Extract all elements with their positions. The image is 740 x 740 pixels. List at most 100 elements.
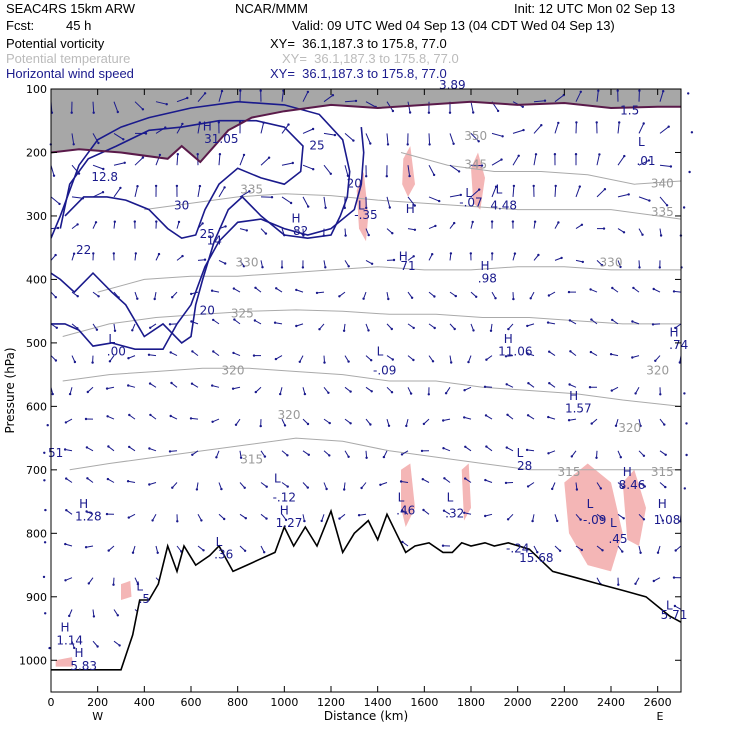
contour-annotation: 28 [517,459,532,473]
wind-arrow-head [453,221,456,225]
wind-arrow-head [496,109,500,113]
wind-arrow-head [409,392,413,395]
wind-arrow-head [275,287,278,290]
theta-contour-330 [97,266,681,293]
wind-arrow-head [284,518,288,522]
wind-arrow-head [354,99,358,103]
wind-arrow [239,154,245,166]
wind-arrow-head [289,201,293,205]
contour-annotation: 1.08 [654,513,681,527]
wind-arrow-head [239,456,243,459]
wind-arrow-head [485,445,488,448]
contour-annotation: L [136,579,143,593]
wind-arrow-head [370,390,373,393]
wind-arrow-head [108,360,112,363]
contour-annotation: -.07 [459,195,482,209]
wind-arrow [344,165,349,176]
wind-arrow-head [463,511,466,514]
wind-arrow [428,133,431,145]
wind-arrow-head [105,387,109,390]
wind-arrow-head [107,549,110,552]
wind-arrow-head [522,128,525,132]
wind-arrow-head [212,350,215,353]
wind-arrow-head [242,153,246,157]
wind-arrow-head [452,142,455,145]
wind-arrow-head [391,358,394,361]
wind-arrow-head [558,549,562,552]
wind-arrow-head [131,551,135,554]
wind-arrow-head [203,258,207,261]
wind-arrow-head [181,254,184,258]
wind-arrow-head [618,121,621,124]
wind-arrow [575,91,582,102]
wind-arrow [134,186,138,198]
wind-arrow-head [504,481,508,485]
wind-arrow-head [382,455,386,459]
contour-annotation: H [280,503,289,517]
wind-arrow-head [575,488,579,491]
wind-arrow-head [51,392,54,396]
wind-arrow-head [280,266,284,269]
x-tick-label: 400 [134,696,155,709]
theta-label: 320 [222,364,245,378]
contour-annotation: L [358,199,365,213]
wind-arrow-head [599,487,602,490]
wind-arrow [155,154,161,166]
wind-arrow-head [43,451,46,454]
wind-arrow-head [453,327,456,331]
wind-arrow [617,193,629,198]
wind-arrow-head [484,514,487,518]
wind-arrow-head [331,94,335,97]
wind-arrow-head [412,255,415,258]
wind-arrow-head [64,421,68,424]
theta-label: 325 [231,307,254,321]
wind-arrow-head [609,353,613,356]
wind-arrow-head [546,321,550,324]
wind-arrow-head [634,392,637,395]
wind-arrow [428,196,440,202]
wind-arrow-head [399,480,403,483]
wind-arrow-head [148,483,151,486]
wind-arrow-head [687,92,690,95]
wind-arrow-head [475,295,478,298]
contour-annotation: 1.28 [75,510,102,524]
contour-annotation: H [203,119,212,133]
wind-arrow-head [324,206,327,209]
wind-arrow-head [307,205,310,208]
wind-arrow-head [532,184,535,188]
wind-arrow-head [203,92,207,95]
wind-arrow-head [328,421,331,425]
fcst-value: 45 h [66,18,92,33]
contour-annotation: 30 [174,199,189,213]
wind-arrow-head [659,234,663,237]
wind-arrow-head [533,220,537,223]
wind-arrow [512,185,515,197]
wind-arrow-head [223,186,226,189]
wind-arrow [659,196,668,206]
wind-arrow-head [101,191,105,194]
wind-arrow-head [169,414,172,418]
wind-arrow-head [627,193,630,196]
wind-arrow [491,132,503,137]
wind-arrow [71,196,83,199]
wind-arrow-head [588,386,592,389]
wind-arrow-head [86,477,89,480]
wind-arrow-head [224,262,227,265]
wind-arrow [365,133,371,144]
wind-arrow-head [387,297,390,301]
wind-arrow-head [580,548,583,552]
wind-arrow-head [171,296,174,299]
wind-arrow-head [485,358,488,361]
wind-arrow-head [254,390,257,394]
wind-arrow-head [673,604,677,608]
wind-arrow-head [672,576,676,579]
contour-annotation: 1.5 [620,103,639,117]
wind-arrow-head [232,351,235,355]
wind-arrow-head [72,252,76,255]
wind-arrow-head [54,253,57,257]
contour-annotation: L [447,491,454,505]
pv-region-5 [401,463,415,527]
wind-arrow-head [505,446,508,449]
contour-annotation: 20 [200,303,215,317]
